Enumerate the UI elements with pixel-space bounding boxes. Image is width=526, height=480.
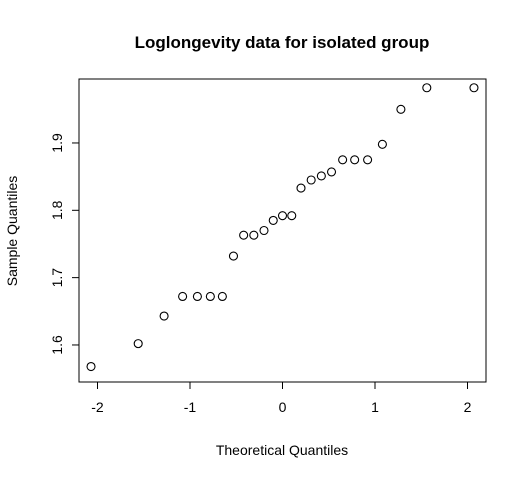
x-tick-label: 1 xyxy=(371,399,379,415)
data-point xyxy=(239,230,249,240)
x-axis: -2 -1 0 1 2 xyxy=(91,381,472,415)
data-point xyxy=(249,230,259,240)
data-point xyxy=(159,311,169,321)
data-point xyxy=(422,83,432,93)
chart-title: Loglongevity data for isolated group xyxy=(135,33,430,52)
x-tick-label: -1 xyxy=(184,399,197,415)
data-point xyxy=(469,83,479,93)
data-point xyxy=(396,104,406,114)
x-tick-label: 2 xyxy=(464,399,472,415)
data-point xyxy=(86,361,96,372)
x-tick-label: 0 xyxy=(279,399,287,415)
data-points xyxy=(86,83,479,372)
plot-frame xyxy=(78,78,487,383)
data-point xyxy=(228,251,239,261)
data-point xyxy=(205,291,215,302)
x-tick-label: -2 xyxy=(91,399,104,415)
data-point xyxy=(268,215,278,225)
data-point xyxy=(377,139,387,149)
data-point xyxy=(326,167,337,177)
data-point xyxy=(133,339,143,349)
data-point xyxy=(287,211,297,221)
data-point xyxy=(316,171,326,181)
y-tick-label: 1.6 xyxy=(49,335,65,355)
y-axis: 1.6 1.7 1.8 1.9 xyxy=(49,133,80,355)
data-point xyxy=(277,211,288,221)
data-point xyxy=(192,291,202,302)
data-point xyxy=(338,155,348,165)
y-tick-label: 1.9 xyxy=(49,133,65,153)
data-point xyxy=(178,291,188,302)
data-point xyxy=(350,155,360,165)
data-point xyxy=(296,183,306,193)
data-point xyxy=(363,155,373,165)
data-point xyxy=(217,291,227,302)
data-point xyxy=(306,175,316,185)
y-tick-label: 1.8 xyxy=(49,200,65,220)
data-point xyxy=(259,225,269,236)
y-axis-title: Sample Quantiles xyxy=(4,176,20,287)
y-tick-label: 1.7 xyxy=(49,268,65,288)
x-axis-title: Theoretical Quantiles xyxy=(216,442,348,458)
